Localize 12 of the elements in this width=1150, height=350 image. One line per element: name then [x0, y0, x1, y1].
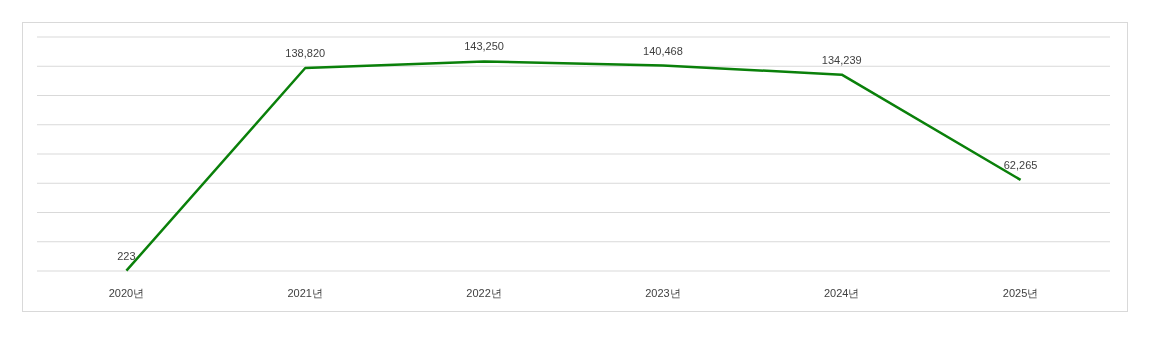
data-label: 223 [117, 249, 136, 262]
x-tick-label: 2020년 [108, 287, 145, 299]
x-tick-label: 2021년 [287, 287, 323, 299]
x-tick-label: 2023년 [645, 287, 681, 299]
data-label: 138,820 [285, 46, 326, 59]
data-label: 134,239 [821, 53, 862, 66]
data-label: 140,468 [643, 44, 683, 57]
x-tick-label: 2024년 [824, 287, 860, 299]
x-tick-label: 2022년 [466, 287, 502, 299]
data-label: 62,265 [1003, 158, 1038, 171]
x-tick-label: 2025년 [1002, 287, 1039, 299]
data-label: 143,250 [464, 40, 504, 53]
